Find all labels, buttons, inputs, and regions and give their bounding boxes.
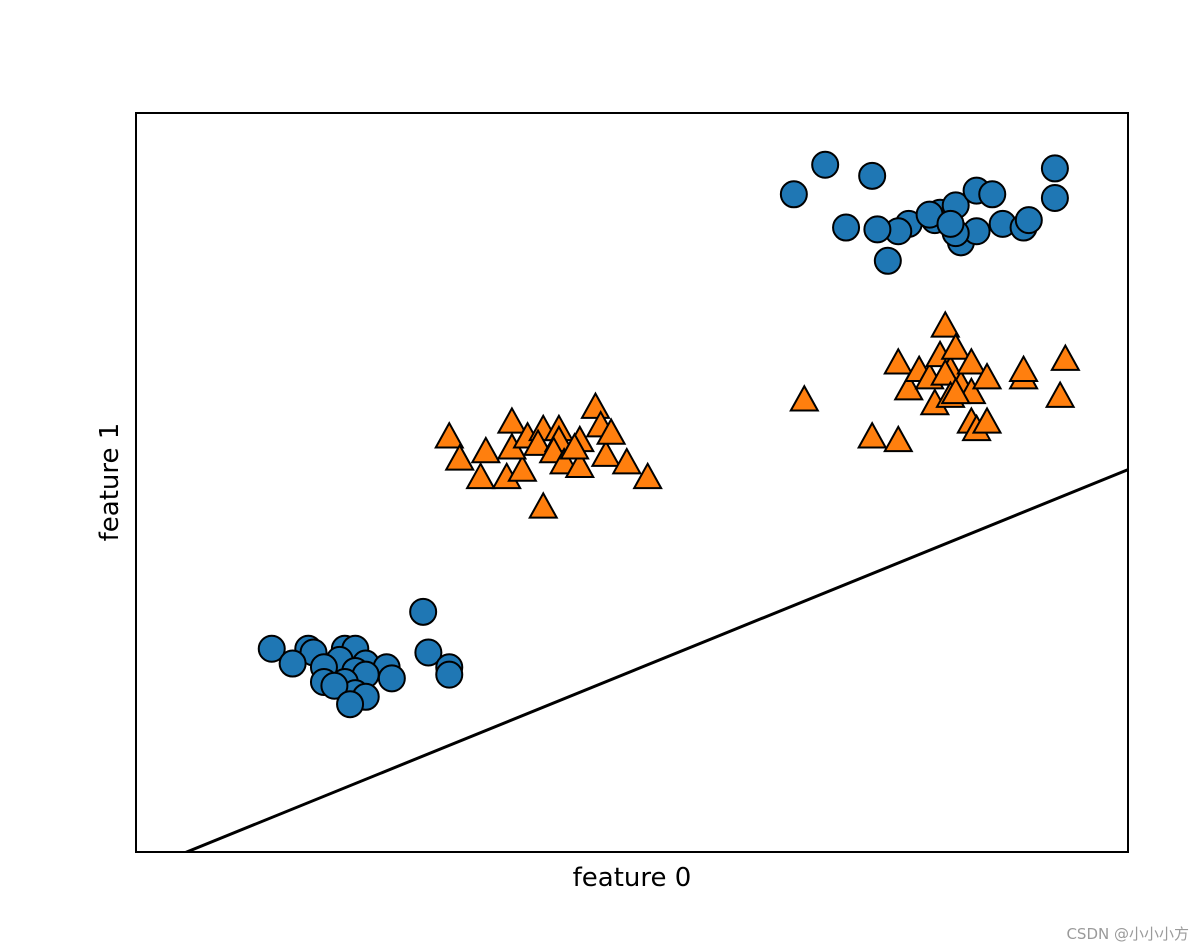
class-1-point	[1008, 354, 1039, 382]
class-0-point	[832, 213, 861, 242]
class-0-point	[336, 690, 365, 719]
x-axis-label: feature 0	[573, 863, 692, 893]
class-1-point	[940, 332, 971, 360]
class-1-point	[470, 435, 502, 464]
class-0-point	[377, 664, 406, 693]
class-1-point	[1050, 343, 1081, 371]
class-1-point	[590, 439, 622, 467]
decision-boundary-line	[182, 468, 1128, 852]
class-1-point	[883, 424, 914, 453]
class-1-point	[564, 450, 595, 479]
class-0-point	[858, 161, 887, 190]
class-0-point	[779, 180, 808, 209]
class-0-point	[278, 649, 307, 678]
class-1-point	[883, 347, 914, 375]
class-0-point	[257, 634, 286, 663]
class-0-point	[320, 671, 349, 700]
class-1-point	[444, 443, 475, 471]
class-1-point	[522, 428, 554, 456]
class-1-point	[971, 406, 1003, 434]
y-axis-label: feature 1	[95, 423, 125, 542]
class-1-point	[434, 421, 465, 449]
class-0-point	[1040, 183, 1069, 212]
class-0-point	[1014, 206, 1043, 235]
class-1-point	[580, 391, 611, 419]
class-0-point	[811, 150, 840, 179]
class-1-point	[930, 358, 961, 386]
class-0-point	[1040, 154, 1069, 183]
class-1-point	[632, 461, 663, 490]
class-1-point	[856, 421, 888, 449]
watermark-text: CSDN @小小小方	[1066, 925, 1189, 943]
class-0-point	[409, 597, 438, 626]
class-1-point	[956, 347, 987, 375]
class-1-point	[595, 417, 627, 445]
class-0-point	[863, 215, 892, 244]
class-1-point	[930, 310, 961, 338]
class-0-point	[435, 660, 464, 689]
class-1-point	[940, 376, 971, 405]
class-1-point	[893, 373, 924, 401]
class-1-point	[1044, 380, 1076, 408]
class-0-point	[414, 638, 443, 667]
class-1-point	[611, 446, 642, 475]
class-1-point	[559, 432, 590, 460]
class-1-point	[528, 491, 559, 519]
class-0-point	[873, 246, 902, 275]
class-1-point	[465, 461, 496, 490]
class-1-point	[789, 384, 820, 412]
class-1-point	[496, 406, 528, 434]
class-0-point	[978, 180, 1007, 209]
class-1-point	[507, 454, 538, 482]
plot-frame	[135, 112, 1129, 853]
class-1-point	[971, 361, 1003, 390]
class-0-point	[936, 209, 965, 238]
